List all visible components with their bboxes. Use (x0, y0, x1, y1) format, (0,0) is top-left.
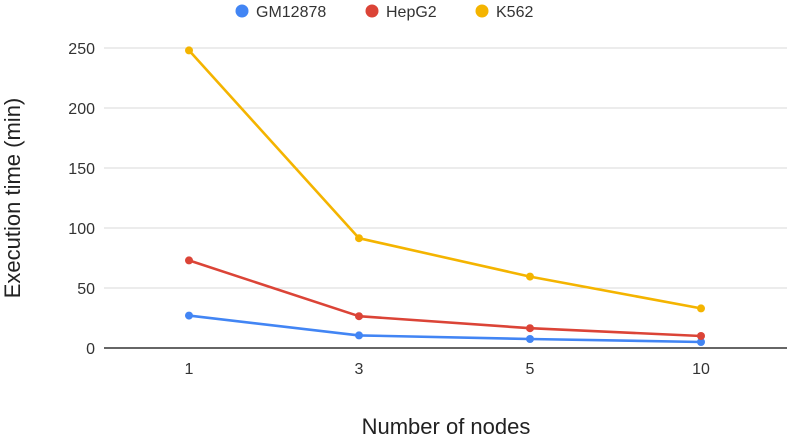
x-axis-title: Number of nodes (362, 414, 531, 439)
series-line-hepg2 (188, 259, 702, 338)
y-tick-label: 250 (68, 41, 95, 58)
gridlines (104, 47, 787, 289)
legend-marker-gm12878 (235, 4, 249, 18)
y-tick-label: 200 (68, 101, 95, 118)
y-tick-label: 0 (86, 341, 95, 358)
y-tick-label: 50 (77, 281, 95, 298)
data-point-k562 (526, 272, 534, 281)
data-point-gm12878 (355, 331, 363, 340)
legend: GM12878 HepG2 K562 (235, 4, 533, 21)
series-line-k562 (188, 49, 702, 310)
data-point-k562 (697, 304, 705, 313)
x-tick-label: 5 (526, 361, 535, 378)
legend-label-hepg2: HepG2 (386, 4, 437, 21)
data-point-hepg2 (697, 332, 705, 340)
series-line-gm12878 (188, 314, 702, 344)
legend-marker-k562 (475, 4, 489, 18)
y-axis-ticks: 0 50 100 150 200 250 (68, 41, 95, 358)
x-axis-ticks: 1 3 5 10 (185, 361, 710, 378)
data-point-gm12878 (526, 335, 534, 343)
y-axis-title: Execution time (min) (0, 98, 25, 299)
legend-label-gm12878: GM12878 (256, 4, 326, 21)
series-group (185, 46, 705, 346)
data-point-hepg2 (185, 256, 193, 265)
data-point-k562 (355, 234, 363, 243)
x-tick-label: 10 (692, 361, 710, 378)
data-point-hepg2 (355, 312, 363, 321)
data-point-gm12878 (697, 338, 705, 346)
data-point-k562 (185, 46, 193, 55)
y-tick-label: 100 (68, 221, 95, 238)
legend-label-k562: K562 (496, 4, 533, 21)
data-point-gm12878 (185, 311, 193, 320)
x-tick-label: 1 (185, 361, 194, 378)
y-tick-label: 150 (68, 161, 95, 178)
legend-marker-hepg2 (365, 4, 379, 18)
x-tick-label: 3 (355, 361, 364, 378)
data-point-hepg2 (526, 324, 534, 333)
